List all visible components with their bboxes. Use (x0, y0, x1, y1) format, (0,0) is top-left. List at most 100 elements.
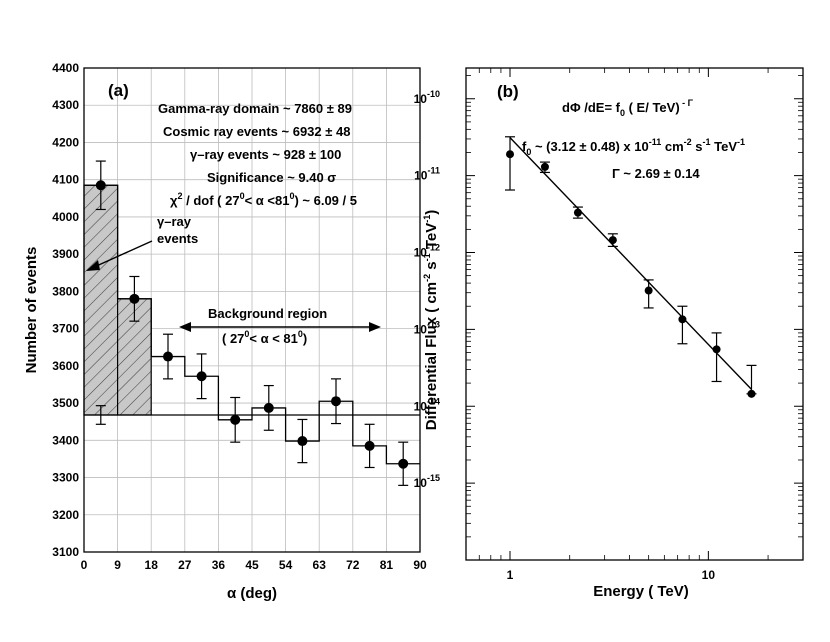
panel-a-data-point (331, 378, 341, 425)
panel-a-data-point (398, 441, 409, 486)
panel-a-point-marker (230, 414, 241, 425)
panel-b-y-tick-label: 10-13 (414, 319, 440, 336)
panel-b-data-point (677, 305, 688, 345)
panel-b-y-axis-title: Differential Flux ( cm-2 s-1 TeV-1) (422, 210, 440, 431)
panel-a-x-tick-label: 72 (346, 558, 360, 572)
panel-b-y-tick-label: 10-12 (414, 243, 440, 260)
panel-a-x-tick-label: 9 (114, 558, 121, 572)
panel-a-x-tick-label: 90 (413, 558, 427, 572)
chi2-text: χ2 / dof ( 270< α <810) ~ 6.09 / 5 (170, 191, 357, 208)
panel-b-point-marker (540, 162, 549, 171)
panel-b-x-tick-label: 10 (702, 568, 716, 582)
background-region-arrow-right-head (369, 322, 381, 332)
panel-a-data-point (129, 275, 140, 322)
panel-a-x-tick-label: 45 (245, 558, 259, 572)
panel-b-y-tick-label: 10-11 (414, 166, 440, 183)
panel-a-grid (84, 68, 420, 552)
panel-a-point-marker (263, 402, 274, 413)
significance-text: Significance ~ 9.40 σ (207, 170, 336, 185)
power-law-formula: dΦ /dE= f0 ( E/ TeV) - Γ (562, 98, 694, 118)
gamma-events-arrow-label-1: γ–ray (157, 214, 192, 229)
panel-b-x-axis-title: Energy ( TeV) (593, 583, 689, 600)
panel-a-y-tick-label: 4400 (52, 61, 79, 75)
panel-b-power-law-fit-line (509, 137, 753, 390)
panel-a-x-tick-label: 63 (313, 558, 327, 572)
gamma-events-arrow-label-2: events (157, 231, 198, 246)
panel-b-data-points (505, 136, 757, 398)
panel-b-point-marker (608, 236, 617, 245)
panel-b-label: (b) (497, 82, 519, 101)
panel-b-data-point (572, 206, 583, 219)
panel-b-point-marker (712, 345, 721, 354)
panel-a-y-tick-label: 4000 (52, 210, 79, 224)
panel-a-point-marker (398, 458, 409, 469)
panel-a-y-tick-label: 3400 (52, 433, 79, 447)
gamma-domain-text: Gamma-ray domain ~ 7860 ± 89 (158, 101, 352, 116)
panel-a-y-tick-label: 4300 (52, 98, 79, 112)
panel-a-point-marker (95, 180, 106, 191)
panel-a-y-tick-label: 3300 (52, 471, 79, 485)
panel-a-x-tick-label: 18 (145, 558, 159, 572)
panel-a-x-tick-label: 0 (81, 558, 88, 572)
panel-b-point-marker (644, 286, 653, 295)
background-range-text: ( 270< α < 810) (222, 329, 307, 346)
background-region-arrow-left-head (179, 322, 191, 332)
panel-a-y-tick-label: 3200 (52, 508, 79, 522)
panel-a-y-tick-labels: 3100 3200 3300 3400 3500 3600 3700 3800 3900 4000… (52, 61, 79, 559)
panel-b-data-point (539, 161, 550, 174)
background-region-text: Background region (208, 306, 327, 321)
panel-a-y-tick-label: 4100 (52, 173, 79, 187)
panel-b-y-tick-label: 10-15 (414, 473, 440, 490)
panel-a-data-point (163, 333, 173, 380)
panel-b-point-marker (747, 389, 756, 398)
panel-b-data-point (746, 364, 757, 398)
panel-a-shaded-bin (83, 184, 119, 416)
panel-b-data-point (711, 332, 722, 383)
panel-a-x-tick-label: 27 (178, 558, 192, 572)
panel-a-x-tick-label: 36 (212, 558, 226, 572)
panel-a-point-marker (297, 436, 308, 447)
panel-b-point-marker (506, 150, 515, 159)
panel-a-data-point (297, 418, 308, 464)
panel-b-x-tick-labels: 1 10 (507, 568, 716, 582)
f0-value-text: f0 ~ (3.12 ± 0.48) x 10-11 cm-2 s-1 TeV-… (522, 137, 745, 157)
panel-b-point-marker (678, 315, 687, 324)
panel-b-y-tick-label: 10-10 (414, 89, 440, 106)
panel-a-data-points (95, 160, 409, 486)
panel-a-histogram-steps (84, 184, 420, 465)
gamma-index-text: Γ ~ 2.69 ± 0.14 (612, 166, 700, 181)
panel-a-y-tick-label: 3100 (52, 545, 79, 559)
cosmic-ray-events-text: Cosmic ray events ~ 6932 ± 48 (163, 124, 351, 139)
panel-a-histogram: 0 9 18 27 36 45 54 63 72 81 90 3100 3200 3300 3400 350… (23, 61, 427, 602)
panel-a-x-tick-labels: 0 9 18 27 36 45 54 63 72 81 90 (81, 558, 427, 572)
panel-b-x-tick-label: 1 (507, 568, 514, 582)
panel-b-data-point (643, 279, 654, 309)
panel-a-x-tick-label: 54 (279, 558, 293, 572)
panel-b-y-tick-labels: 10-10 10-11 10-12 10-13 10-14 10-15 (414, 89, 440, 490)
panel-a-y-tick-label: 4200 (52, 135, 79, 149)
panel-a-data-point (196, 353, 207, 400)
panel-a-label: (a) (108, 81, 129, 100)
panel-a-y-tick-label: 3600 (52, 359, 79, 373)
panel-a-frame (83, 67, 421, 553)
panel-a-x-tick-label: 81 (380, 558, 394, 572)
panel-a-data-point (263, 384, 274, 431)
panel-a-background-point (95, 405, 106, 425)
gamma-ray-events-text: γ–ray events ~ 928 ± 100 (190, 147, 341, 162)
panel-b-y-tick-label: 10-14 (414, 396, 440, 413)
panel-a-y-axis-title: Number of events (23, 247, 40, 374)
panel-b-point-marker (573, 208, 582, 217)
panel-b-ticks (465, 68, 804, 561)
panel-a-y-tick-label: 3900 (52, 247, 79, 261)
panel-a-y-tick-label: 3700 (52, 322, 79, 336)
panel-a-data-point (364, 423, 375, 469)
panel-b-frame (465, 67, 804, 561)
panel-a-data-point (230, 396, 241, 443)
panel-a-point-marker (331, 396, 341, 407)
panel-a-point-marker (364, 440, 375, 451)
panel-b-data-point (505, 136, 516, 191)
panel-a-y-tick-label: 3500 (52, 396, 79, 410)
panel-b-data-point (607, 233, 618, 248)
gamma-events-arrow (91, 240, 153, 269)
panel-a-point-marker (129, 293, 140, 304)
